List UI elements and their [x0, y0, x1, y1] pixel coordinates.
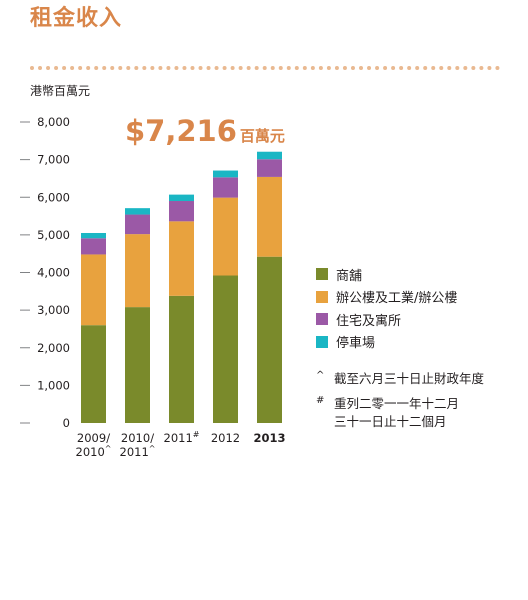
- y-tick-label: 4,000: [37, 266, 70, 280]
- footnote-mark: #: [316, 395, 325, 406]
- x-tick-footnote-mark: ^: [105, 444, 112, 453]
- bar-segment: [125, 214, 150, 235]
- x-tick-label: 2010/: [121, 431, 154, 445]
- footnote: # 重列二零一一年十二月 三十一日止十二個月: [316, 395, 484, 431]
- legend-swatch: [316, 290, 328, 303]
- legend-item: 停車場: [316, 331, 457, 354]
- y-tick-label: 6,000: [37, 190, 70, 204]
- x-tick-label: 2011^: [120, 444, 156, 459]
- unit-label: 港幣百萬元: [30, 84, 91, 98]
- y-tick-label: 7,000: [37, 153, 70, 167]
- bar-segment: [169, 201, 194, 222]
- legend-swatch: [316, 313, 328, 326]
- bar-segment: [257, 176, 282, 257]
- y-tick-label: 8,000: [37, 115, 70, 129]
- legend-label: 住宅及寓所: [336, 313, 402, 329]
- bar-segment: [169, 221, 194, 296]
- footnote-text: 重列二零一一年十二月 三十一日止十二個月: [334, 395, 459, 431]
- bar-segment: [257, 256, 282, 423]
- bar-segment: [213, 275, 238, 423]
- legend-swatch: [316, 335, 328, 348]
- footnote-line: 截至六月三十日止財政年度: [334, 371, 485, 386]
- bar-segment: [257, 151, 282, 160]
- dotted-divider: [30, 66, 500, 70]
- y-tick-label: 1,000: [37, 378, 70, 392]
- bar-segment: [169, 295, 194, 423]
- y-tick-label: 5,000: [37, 228, 70, 242]
- x-tick-label: 2012: [211, 431, 240, 445]
- x-tick-label: 2010^: [76, 444, 112, 459]
- bar-segment: [169, 194, 194, 202]
- y-tick-label: 2,000: [37, 341, 70, 355]
- footnote-text: 截至六月三十日止財政年度: [334, 370, 484, 388]
- legend: 商舖辦公樓及工業/辦公樓 住宅及寓所停車場: [316, 263, 457, 353]
- footnote-mark: ^: [316, 370, 325, 381]
- x-tick-label: 2013: [253, 431, 285, 445]
- legend-label: 停車場: [336, 336, 376, 352]
- chart-title: 租金收入: [30, 6, 123, 31]
- bar-segment: [213, 197, 238, 276]
- footnotes: ^ 截至六月三十日止財政年度 # 重列二零一一年十二月 三十一日止十二個月: [316, 370, 484, 438]
- headline-total: $7,216 百萬元: [125, 114, 285, 148]
- legend-label: 辦公樓及工業/辦公樓: [336, 291, 458, 307]
- x-tick-footnote-mark: #: [193, 430, 200, 439]
- bar-segment: [125, 307, 150, 423]
- bar-segment: [125, 234, 150, 308]
- bar-segment: [81, 325, 106, 423]
- legend-swatch: [316, 268, 328, 281]
- legend-item: 商舖: [316, 263, 457, 286]
- bar-segment: [81, 232, 106, 239]
- y-tick-label: 0: [63, 416, 70, 430]
- x-tick-footnote-mark: ^: [149, 444, 156, 453]
- bar-segment: [81, 254, 106, 326]
- bar-segment: [257, 159, 282, 177]
- bar-segment: [81, 238, 106, 255]
- footnote-line: 三十一日止十二個月: [334, 414, 447, 429]
- footnote-line: 重列二零一一年十二月: [334, 396, 460, 411]
- footnote: ^ 截至六月三十日止財政年度: [316, 370, 484, 388]
- legend-label: 商舖: [336, 268, 363, 284]
- legend-item: 辦公樓及工業/辦公樓: [316, 286, 457, 309]
- x-tick-label: 2009/: [77, 431, 110, 445]
- x-tick-label: 2011#: [164, 430, 200, 445]
- bar-segment: [213, 177, 238, 198]
- y-tick-label: 3,000: [37, 303, 70, 317]
- bar-segment: [213, 170, 238, 178]
- headline-suffix: 百萬元: [239, 127, 285, 145]
- bar-segment: [125, 208, 150, 215]
- headline-value: $7,216: [125, 114, 237, 148]
- legend-item: 住宅及寓所: [316, 308, 457, 331]
